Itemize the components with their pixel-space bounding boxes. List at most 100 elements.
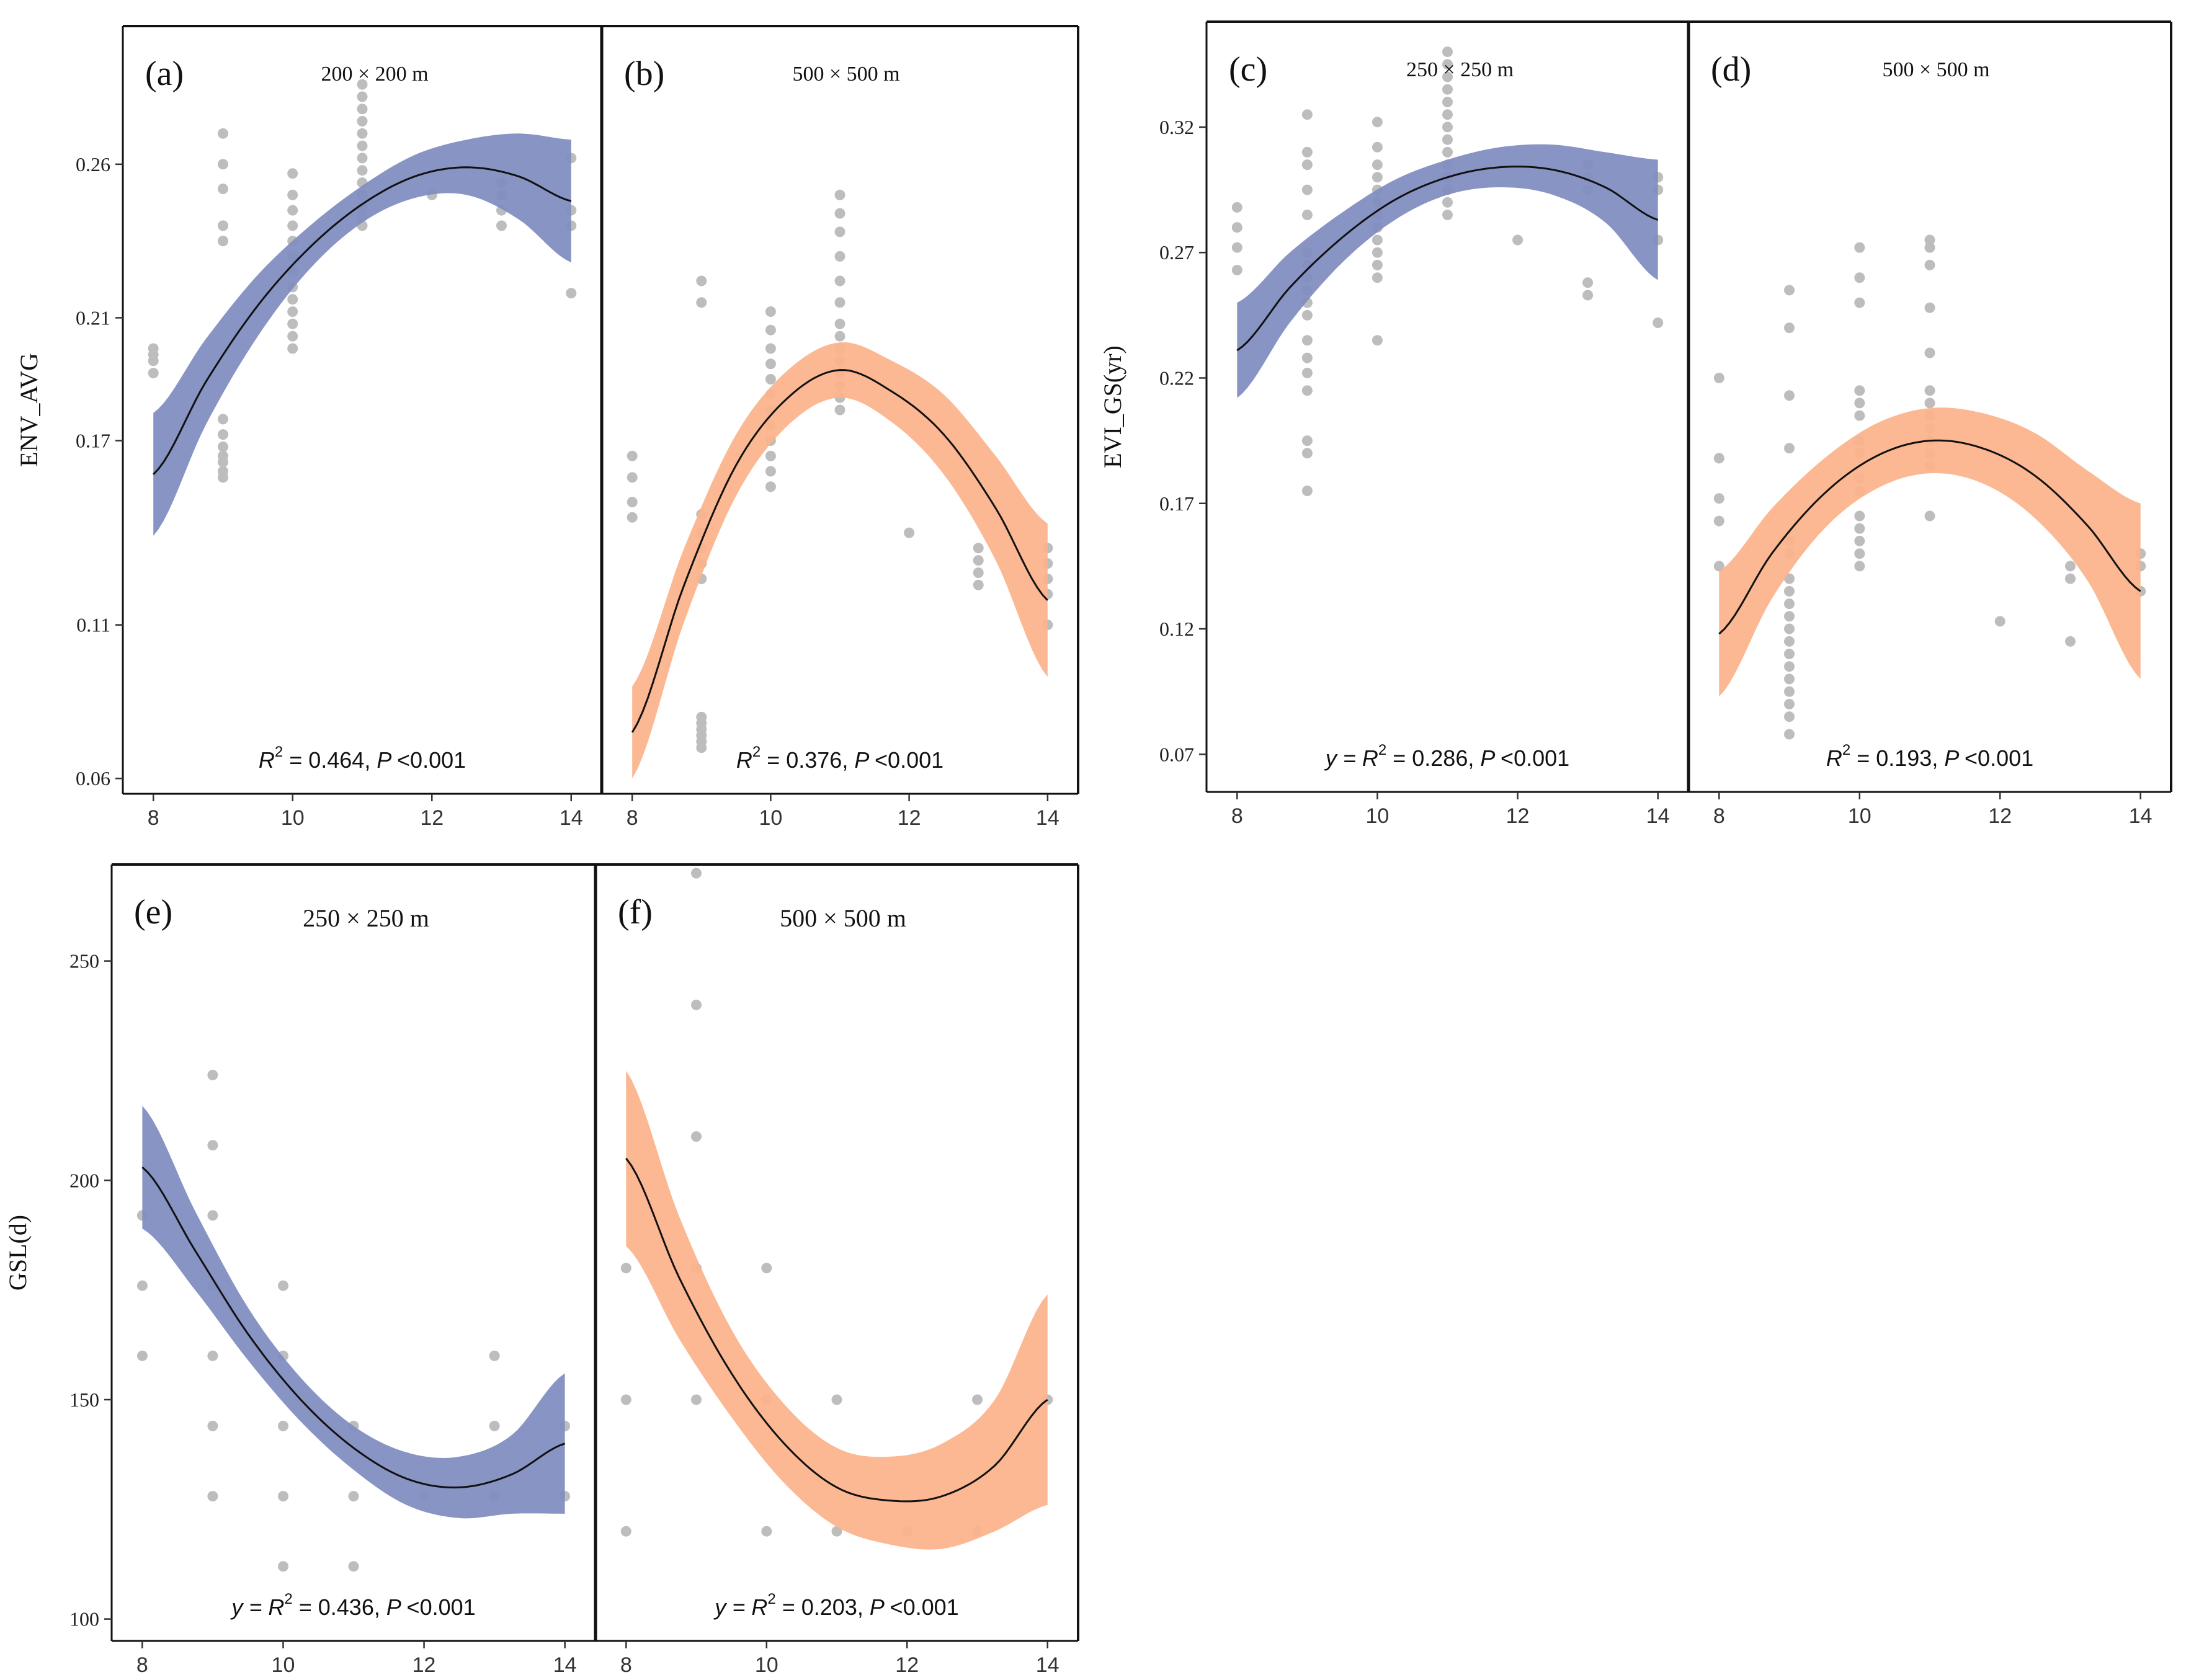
- y-tick-label: 200: [69, 1169, 99, 1191]
- data-point: [1784, 649, 1795, 659]
- stat-superscript: 2: [284, 1591, 292, 1607]
- data-point: [207, 1210, 218, 1221]
- y-axis-title: ENV_AVG: [15, 353, 43, 467]
- data-point: [1301, 184, 1313, 195]
- data-point: [2065, 573, 2076, 584]
- data-point: [1924, 302, 1935, 313]
- fit-curve: [141, 1167, 566, 1489]
- data-point: [1924, 398, 1935, 409]
- data-point: [1713, 493, 1724, 504]
- stat-p-symbol: P: [870, 1594, 890, 1620]
- stat-r-symbol: R: [736, 747, 752, 773]
- data-point: [218, 128, 228, 139]
- data-point: [1301, 309, 1313, 321]
- data-point: [831, 1526, 842, 1537]
- data-point: [1854, 398, 1865, 409]
- data-point: [1231, 222, 1242, 233]
- data-point: [1784, 443, 1795, 454]
- stat-superscript: 2: [1842, 742, 1850, 758]
- y-axis: 0.06 0.11 0.17 0.21 0.26 ENV_AVG: [15, 153, 123, 789]
- data-point: [627, 450, 638, 461]
- data-point: [348, 1561, 359, 1572]
- data-point: [1582, 290, 1594, 301]
- data-point: [218, 429, 228, 440]
- x-tick-label: 14: [553, 1653, 577, 1677]
- y-axis: 100 150 200 250 GSL(d): [4, 950, 112, 1630]
- stat-separator: ,: [842, 747, 854, 773]
- data-point: [1442, 71, 1453, 82]
- data-point: [834, 331, 845, 342]
- data-point: [1784, 611, 1795, 622]
- data-point: [1784, 285, 1795, 296]
- x-axis: 8 10 12 14: [620, 1641, 1060, 1677]
- stat-space: [1356, 745, 1362, 771]
- data-point: [973, 579, 984, 590]
- data-point: [620, 1263, 631, 1274]
- data-point: [1442, 146, 1453, 158]
- data-point: [218, 220, 228, 231]
- fit-curve: [1718, 439, 2141, 635]
- x-tick-label: 10: [272, 1653, 295, 1677]
- stat-p-symbol: P: [854, 747, 875, 773]
- stat-annotation: y = R2 = 0.436, P <0.001: [230, 1591, 475, 1620]
- stat-r2-value: 0.376: [786, 747, 842, 773]
- fit-curve: [1236, 166, 1659, 352]
- data-point: [218, 450, 228, 461]
- stat-p-value: <0.001: [397, 747, 466, 773]
- data-point: [1231, 202, 1242, 213]
- data-point: [207, 1140, 218, 1151]
- y-tick-label: 0.07: [1159, 743, 1194, 765]
- data-point: [1231, 242, 1242, 253]
- stat-annotation: R2 = 0.376, P <0.001: [736, 744, 944, 773]
- data-point: [357, 140, 368, 151]
- data-point: [136, 1350, 148, 1361]
- x-axis: 8 10 12 14: [148, 794, 583, 830]
- x-tick-label: 10: [755, 1653, 778, 1677]
- data-point: [1301, 385, 1313, 396]
- stat-separator: ,: [857, 1594, 870, 1620]
- data-point: [973, 567, 984, 578]
- data-point: [148, 349, 159, 360]
- stat-p-value: <0.001: [407, 1594, 476, 1620]
- stat-p-value: <0.001: [875, 747, 944, 773]
- y-tick-label: 0.21: [76, 306, 110, 329]
- data-point: [278, 1491, 288, 1502]
- data-point: [696, 275, 707, 287]
- y-tick-label: 0.26: [76, 153, 110, 176]
- confidence-band: [626, 1070, 1048, 1550]
- stat-annotation: R2 = 0.193, P <0.001: [1826, 742, 2033, 771]
- data-point: [972, 1394, 983, 1405]
- fit-curve: [153, 166, 572, 476]
- data-point: [1924, 242, 1935, 253]
- stat-superscript: 2: [752, 744, 761, 760]
- data-point: [357, 165, 368, 176]
- data-point: [1713, 561, 1724, 572]
- data-point: [834, 208, 845, 219]
- data-point: [627, 472, 638, 483]
- data-point: [1784, 661, 1795, 672]
- stat-prefix: y =: [230, 1594, 262, 1620]
- stat-superscript: 2: [275, 744, 283, 760]
- data-point: [691, 999, 702, 1010]
- confidence-band: [1719, 407, 2141, 697]
- data-point: [287, 294, 298, 305]
- data-point: [218, 236, 228, 247]
- data-point: [1784, 729, 1795, 740]
- data-point: [218, 414, 228, 425]
- stat-superscript: 2: [767, 1591, 775, 1607]
- data-point: [1442, 59, 1453, 70]
- data-point: [489, 1350, 500, 1361]
- data-point: [218, 472, 228, 483]
- data-point: [218, 159, 228, 170]
- data-point: [1713, 515, 1724, 527]
- stat-equals: =: [283, 747, 308, 773]
- data-point: [287, 343, 298, 354]
- y-tick-label: 0.17: [1159, 492, 1194, 515]
- data-point: [1924, 234, 1935, 246]
- x-tick-label: 8: [1231, 804, 1243, 828]
- panels-layer: 8 10 12 14 0.06 0.11 0.17 0.21 0.26 ENV_AVG (a) 200…: [4, 20, 2172, 1677]
- stat-prefix: y =: [1324, 745, 1356, 771]
- data-point: [348, 1491, 359, 1502]
